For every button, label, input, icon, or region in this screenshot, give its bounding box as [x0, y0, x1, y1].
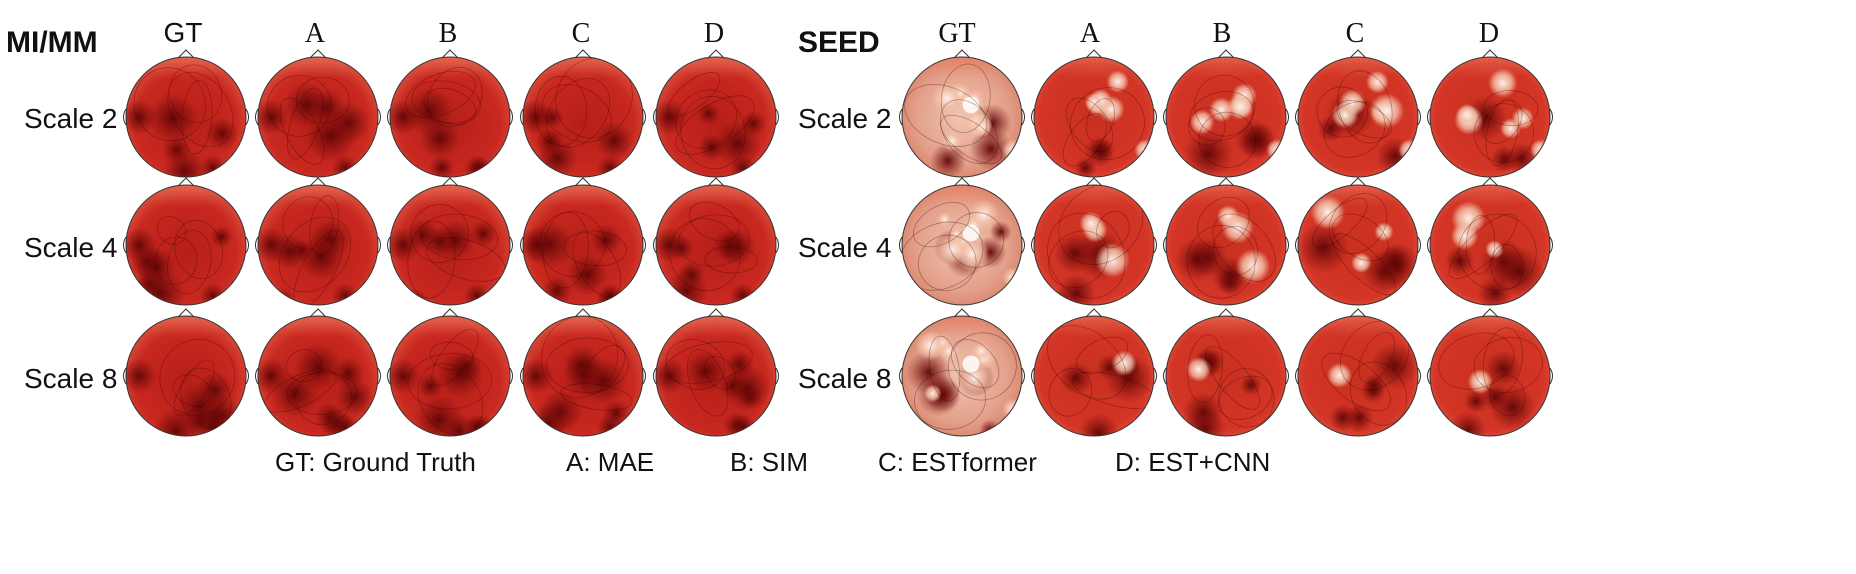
col-header-c-left: C — [572, 18, 591, 49]
seed-scale2-d-topomap — [1427, 49, 1553, 178]
row-label-scale8-right: Scale 8 — [798, 363, 891, 394]
seed-scale2-a-topomap — [1031, 49, 1157, 178]
mimm-scale4-b-topomap — [387, 177, 513, 306]
mimm-scale8-b-topomap — [387, 308, 513, 437]
mimm-scale4-gt-topomap — [123, 177, 249, 306]
mimm-scale4-a-topomap — [255, 177, 381, 306]
row-label-scale2-left: Scale 2 — [24, 103, 117, 134]
legend-a: A: MAE — [566, 447, 654, 477]
row-label-scale8-left: Scale 8 — [24, 363, 117, 394]
legend-b: B: SIM — [730, 447, 808, 477]
panel-title-seed: SEED — [798, 26, 880, 59]
col-header-a-right: A — [1080, 18, 1101, 49]
col-header-b-left: B — [439, 18, 458, 49]
col-header-gt-left: GT — [164, 17, 203, 48]
row-labels: Scale 2 Scale 4 Scale 8 Scale 2 Scale 4 … — [24, 103, 891, 394]
legend-gt: GT: Ground Truth — [275, 447, 476, 477]
seed-scale4-c-topomap — [1295, 177, 1421, 306]
mimm-scale2-a-topomap — [255, 49, 381, 178]
row-label-scale4-left: Scale 4 — [24, 232, 117, 263]
seed-scale4-b-topomap — [1163, 177, 1289, 306]
seed-scale8-d-topomap — [1427, 308, 1553, 437]
topomap-grid — [123, 49, 1553, 437]
seed-scale8-gt-topomap — [899, 308, 1025, 437]
mimm-scale8-c-topomap — [520, 308, 646, 437]
legend-c: C: ESTformer — [878, 447, 1037, 477]
mimm-scale4-c-topomap — [520, 177, 646, 306]
col-header-a-left: A — [305, 18, 326, 49]
legend-d: D: EST+CNN — [1115, 447, 1270, 477]
legend: GT: Ground Truth A: MAE B: SIM C: ESTfor… — [275, 447, 1270, 477]
col-header-d-left: D — [704, 18, 724, 49]
seed-scale8-b-topomap — [1163, 308, 1289, 437]
panel-title-mimm: MI/MM — [6, 26, 98, 59]
mimm-scale4-d-topomap — [653, 177, 779, 306]
row-label-scale4-right: Scale 4 — [798, 232, 891, 263]
seed-scale4-gt-topomap — [899, 177, 1025, 306]
mimm-scale2-b-topomap — [387, 49, 513, 178]
mimm-scale8-a-topomap — [255, 308, 381, 437]
mimm-scale8-gt-topomap — [123, 308, 249, 437]
seed-scale8-c-topomap — [1295, 308, 1421, 437]
mimm-scale8-d-topomap — [653, 308, 779, 437]
col-header-d-right: D — [1479, 18, 1499, 49]
seed-scale2-c-topomap — [1295, 49, 1421, 178]
mimm-scale2-d-topomap — [653, 49, 779, 178]
row-label-scale2-right: Scale 2 — [798, 103, 891, 134]
mimm-scale2-gt-topomap — [123, 49, 249, 178]
mimm-scale2-c-topomap — [520, 49, 646, 178]
seed-scale4-a-topomap — [1031, 177, 1157, 306]
column-headers: GT A B C D GT A B C D — [164, 17, 1500, 49]
seed-scale2-b-topomap — [1163, 49, 1289, 178]
col-header-gt-right: GT — [938, 18, 975, 49]
col-header-b-right: B — [1213, 18, 1232, 49]
seed-scale2-gt-topomap — [899, 49, 1025, 178]
col-header-c-right: C — [1346, 18, 1365, 49]
seed-scale8-a-topomap — [1031, 308, 1157, 437]
seed-scale4-d-topomap — [1427, 177, 1553, 306]
